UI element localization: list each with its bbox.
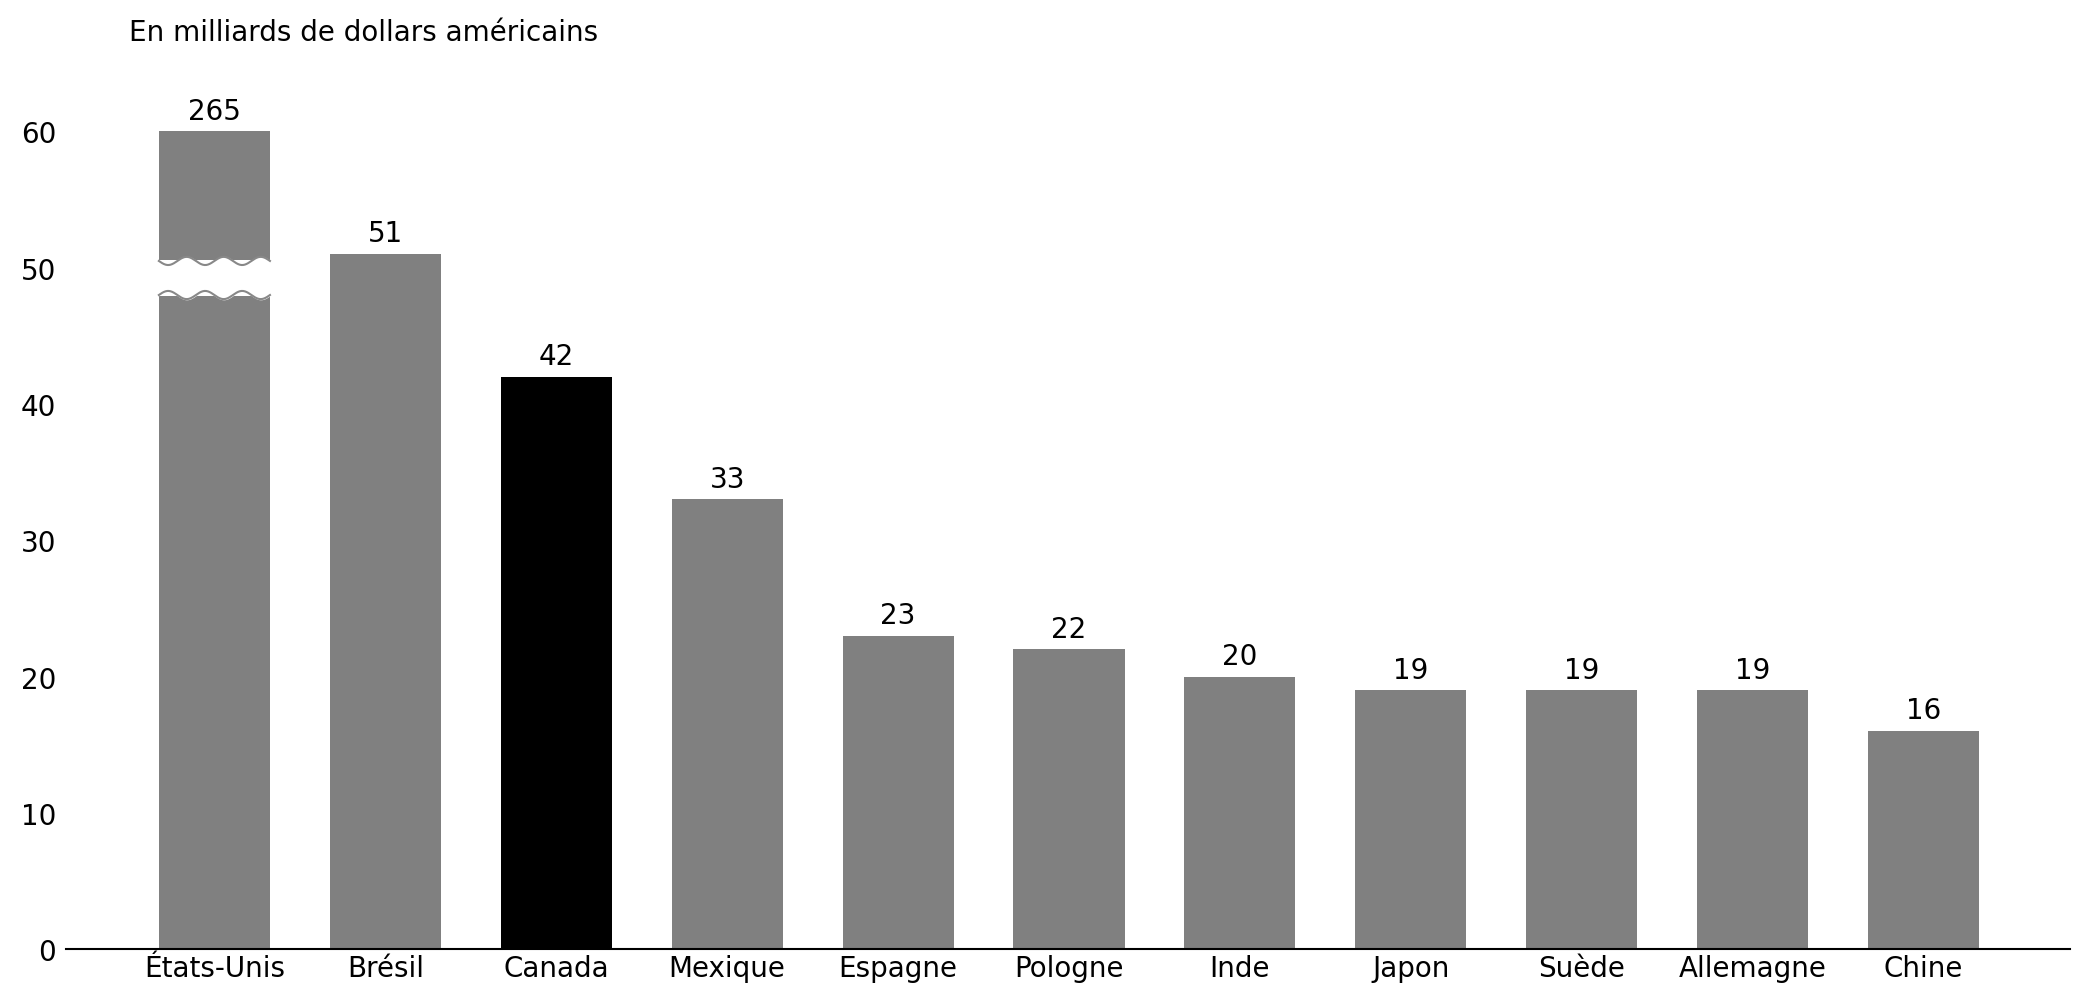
Bar: [671, 499, 782, 950]
Bar: [1014, 650, 1125, 950]
Text: 33: 33: [709, 465, 744, 493]
Text: 265: 265: [188, 97, 240, 125]
Bar: [1526, 691, 1637, 950]
Text: 23: 23: [880, 602, 916, 629]
Text: 42: 42: [539, 343, 573, 371]
Bar: [500, 377, 613, 950]
Text: En milliards de dollars américains: En milliards de dollars américains: [130, 19, 598, 46]
Bar: [330, 255, 441, 950]
Bar: [159, 132, 270, 950]
Text: 22: 22: [1052, 615, 1087, 643]
Bar: [1698, 691, 1809, 950]
Text: 51: 51: [368, 220, 404, 248]
Bar: [1355, 691, 1466, 950]
Text: 19: 19: [1736, 656, 1771, 684]
Text: 20: 20: [1223, 642, 1257, 670]
Text: 19: 19: [1393, 656, 1428, 684]
Bar: [157, 261, 272, 297]
Bar: [1184, 677, 1296, 950]
Bar: [1867, 731, 1978, 950]
Bar: [843, 636, 953, 950]
Text: 19: 19: [1564, 656, 1600, 684]
Text: 16: 16: [1905, 697, 1940, 725]
